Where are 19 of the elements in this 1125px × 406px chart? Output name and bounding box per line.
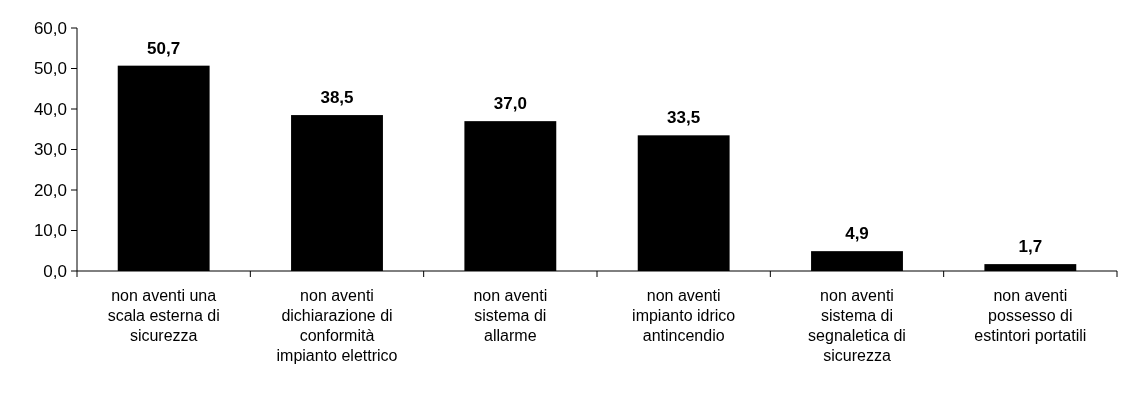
y-tick-label: 40,0 — [33, 99, 67, 119]
data-label: 37,0 — [493, 94, 527, 114]
data-label: 50,7 — [147, 38, 181, 58]
x-tick-label: non aventi sistema di allarme — [473, 287, 548, 344]
y-tick-label: 20,0 — [33, 180, 67, 200]
data-label: 38,5 — [320, 88, 354, 108]
x-tick-label: non aventi una scala esterna di sicurezza — [107, 287, 220, 344]
y-tick-label: 0,0 — [43, 261, 67, 281]
x-tick-label: non aventi dichiarazione di conformità impianto elettrico — [276, 287, 398, 364]
x-tick-label: non aventi impianto idrico antincendio — [632, 287, 736, 344]
data-label: 4,9 — [845, 224, 869, 244]
x-tick-label: non aventi sistema di segnaletica di sicurezza — [808, 287, 906, 364]
y-tick-label: 10,0 — [33, 221, 67, 241]
x-tick-label: non aventi possesso di estintori portatili — [974, 287, 1087, 344]
data-label: 33,5 — [667, 108, 701, 128]
y-tick-label: 50,0 — [33, 59, 67, 79]
y-tick-label: 60,0 — [33, 18, 67, 38]
y-tick-label: 30,0 — [33, 140, 67, 160]
data-label: 1,7 — [1018, 237, 1043, 257]
